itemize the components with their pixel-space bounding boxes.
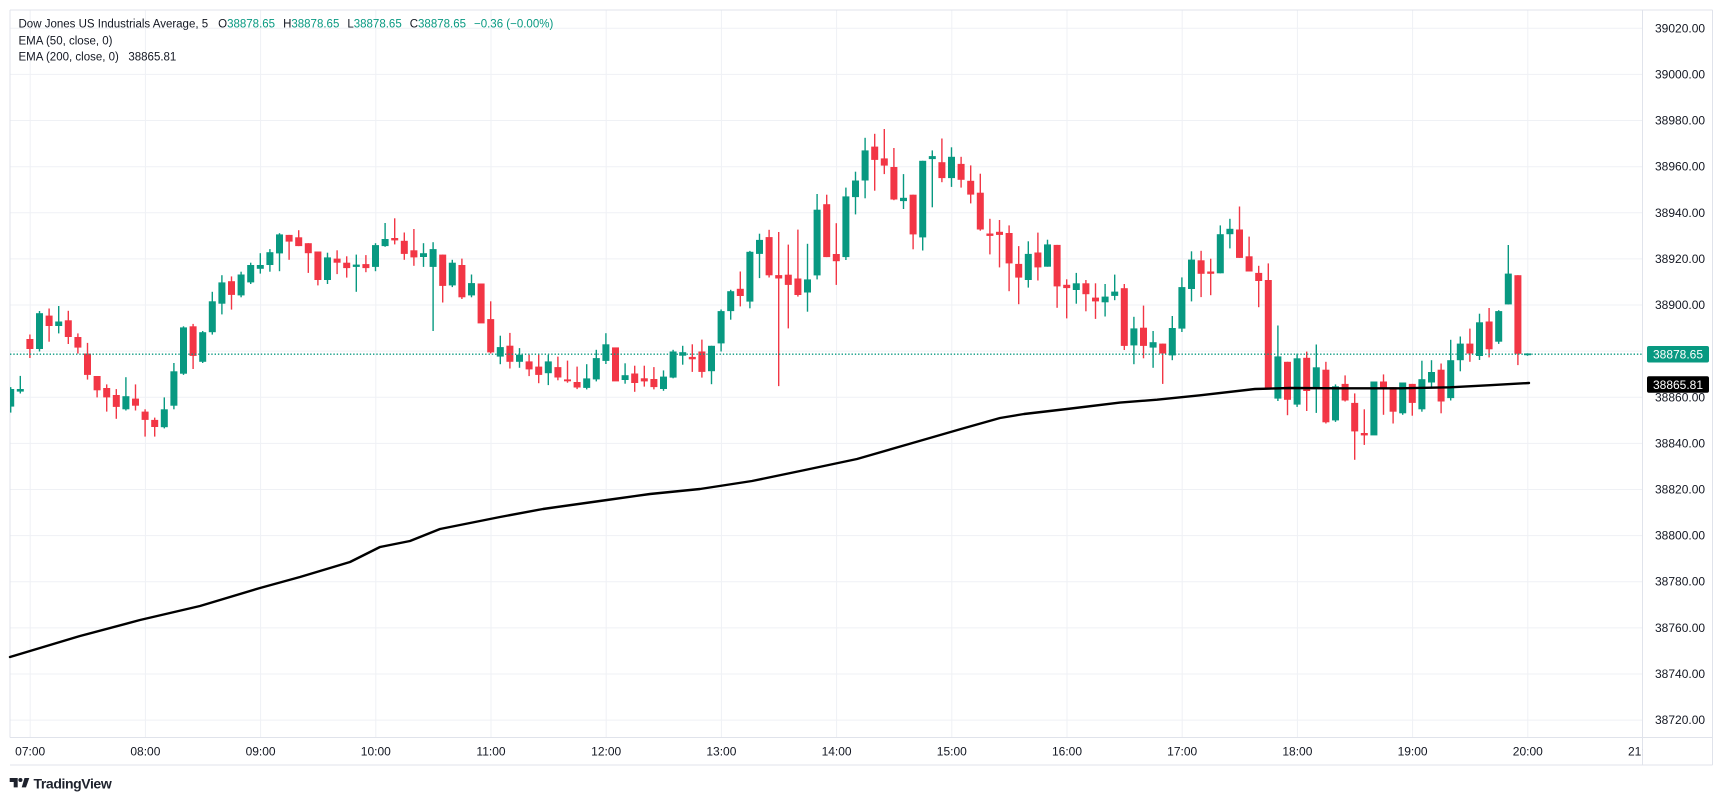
svg-text:19:00: 19:00 [1398,745,1428,759]
svg-text:EMA (200, close, 0)38865.81: EMA (200, close, 0) 38865.81 [19,52,177,64]
svg-text:38720.00: 38720.00 [1655,713,1705,727]
svg-text:10:00: 10:00 [361,745,391,759]
svg-text:21:00: 21:00 [1628,745,1658,759]
svg-text:09:00: 09:00 [246,745,276,759]
svg-text:38860.00: 38860.00 [1655,390,1705,404]
svg-text:20:00: 20:00 [1513,745,1543,759]
svg-text:17:00: 17:00 [1167,745,1197,759]
svg-text:07:00: 07:00 [15,745,45,759]
svg-text:38920.00: 38920.00 [1655,252,1705,266]
svg-text:18:00: 18:00 [1282,745,1312,759]
svg-text:13:00: 13:00 [706,745,736,759]
svg-text:38840.00: 38840.00 [1655,436,1705,450]
svg-text:38878.65: 38878.65 [1653,348,1703,362]
svg-text:38940.00: 38940.00 [1655,206,1705,220]
svg-text:16:00: 16:00 [1052,745,1082,759]
svg-text:EMA (50, close, 0): EMA (50, close, 0) [19,35,113,47]
svg-text:11:00: 11:00 [476,745,505,759]
svg-text:12:00: 12:00 [591,745,621,759]
svg-text:38980.00: 38980.00 [1655,114,1705,128]
svg-text:38780.00: 38780.00 [1655,575,1705,589]
svg-text:39020.00: 39020.00 [1655,21,1705,35]
svg-text:15:00: 15:00 [937,745,967,759]
svg-text:38800.00: 38800.00 [1655,529,1705,543]
svg-text:38740.00: 38740.00 [1655,667,1705,681]
svg-text:38760.00: 38760.00 [1655,621,1705,635]
svg-text:38865.81: 38865.81 [1653,378,1703,392]
svg-text:38900.00: 38900.00 [1655,298,1705,312]
svg-text:TradingView: TradingView [34,775,112,791]
svg-text:08:00: 08:00 [130,745,160,759]
svg-text:Dow Jones US Industrials Avera: Dow Jones US Industrials Average, 5 O3887… [19,19,554,31]
svg-text:38820.00: 38820.00 [1655,483,1705,497]
svg-text:14:00: 14:00 [822,745,852,759]
svg-text:38960.00: 38960.00 [1655,160,1705,174]
svg-text:39000.00: 39000.00 [1655,67,1705,81]
